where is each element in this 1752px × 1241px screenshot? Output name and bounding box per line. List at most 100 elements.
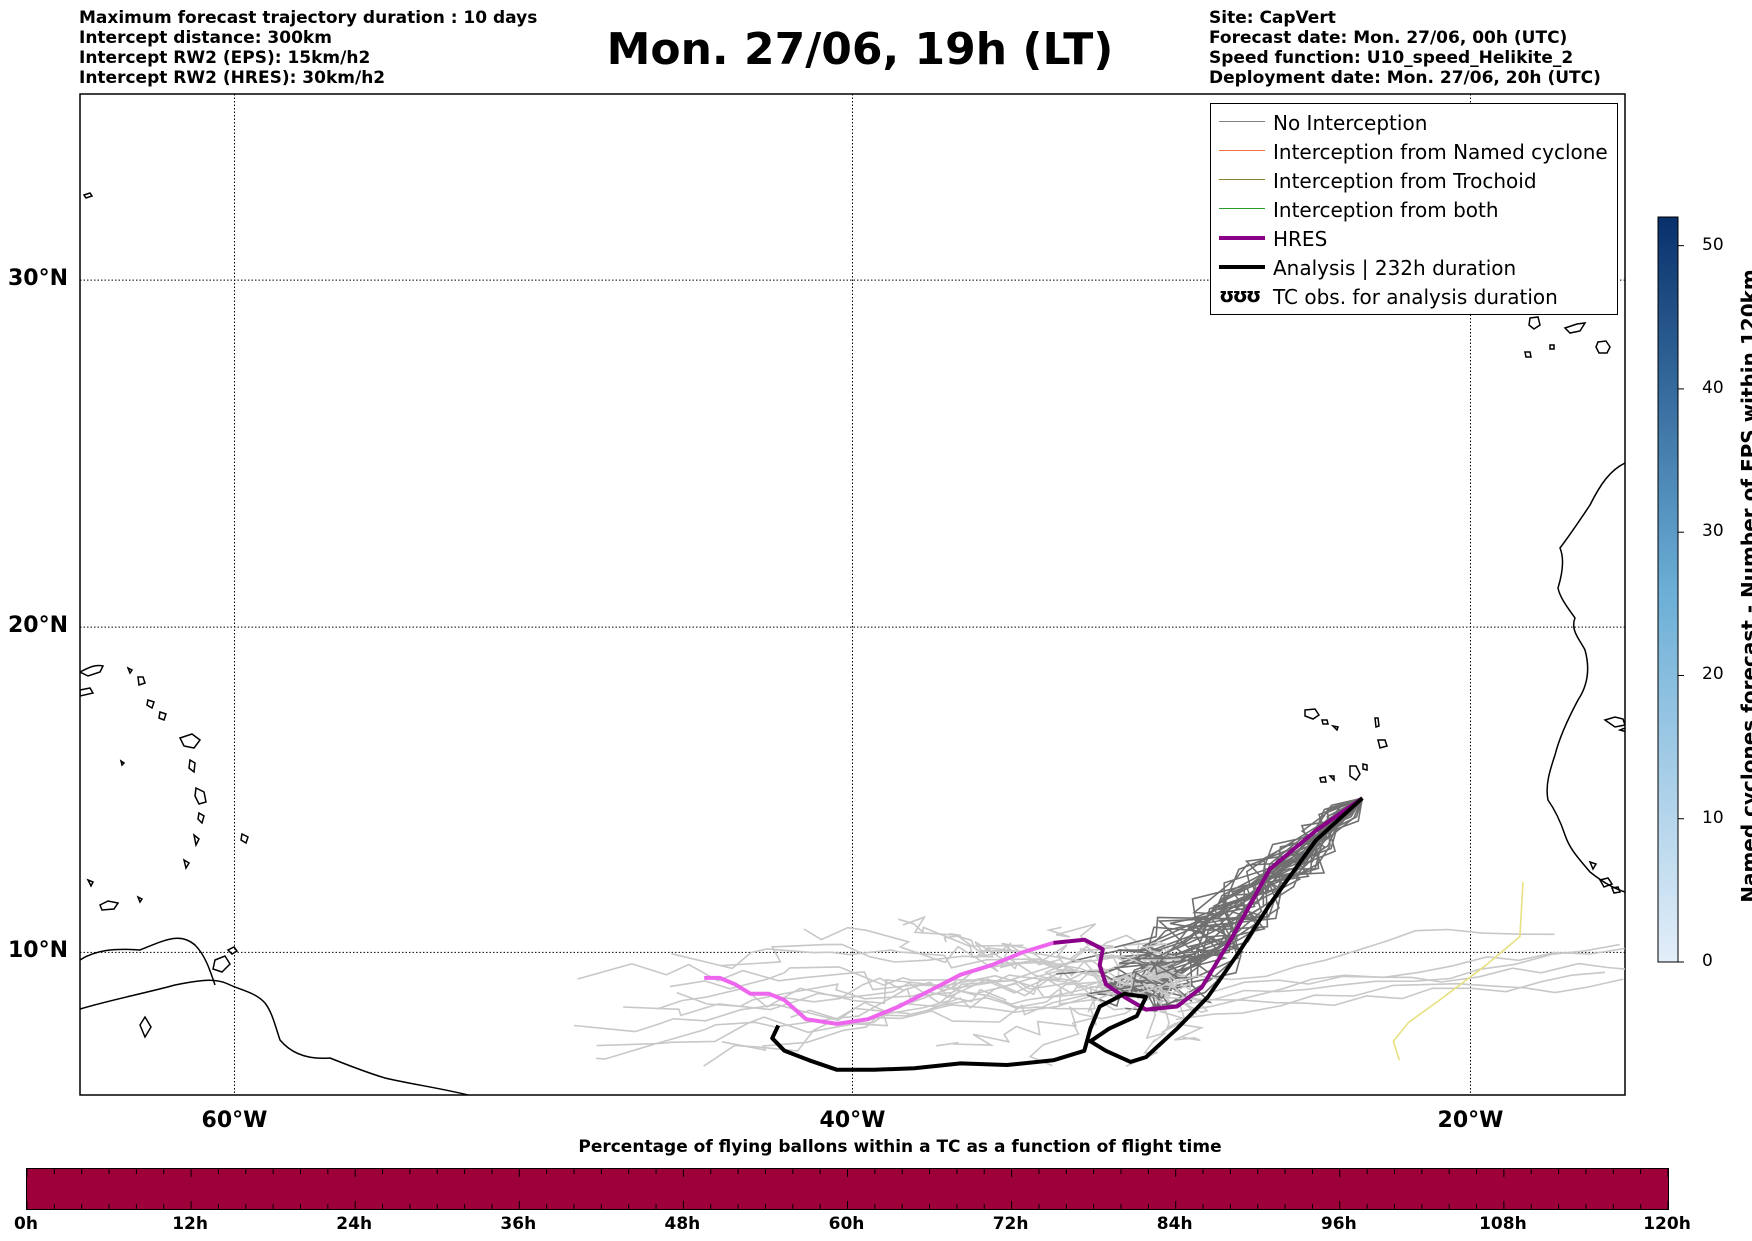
bar-tick-label: 12h xyxy=(172,1214,208,1234)
lon-label-20w: 20°W xyxy=(1437,1108,1504,1133)
ensemble-track-late xyxy=(577,962,1122,999)
island-la-gomera xyxy=(1524,344,1555,358)
ensemble-track-late xyxy=(720,943,1122,967)
ensemble-track-late xyxy=(1162,972,1209,1015)
ensemble-track-early xyxy=(1150,797,1363,972)
legend-swatch xyxy=(1219,208,1265,210)
island-aruba xyxy=(86,878,95,888)
bar-tick-label: 36h xyxy=(500,1214,537,1234)
colorbar-tick-label: 20 xyxy=(1702,664,1724,685)
bar-tick-label: 0h xyxy=(14,1214,38,1234)
max-duration-text: Maximum forecast trajectory duration : 1… xyxy=(79,8,538,28)
legend-label: No Interception xyxy=(1273,111,1428,135)
island-guadeloupe xyxy=(178,733,202,749)
island-cv-maio xyxy=(1362,763,1368,771)
ensemble-track-late xyxy=(790,980,1105,1020)
ensemble-track-late xyxy=(1045,923,1169,961)
island-lesser-3 xyxy=(158,711,167,721)
page-title: Mon. 27/06, 19h (LT) xyxy=(606,24,1114,75)
ensemble-track-late xyxy=(898,918,1133,988)
island-antigua xyxy=(119,759,126,767)
legend-label: HRES xyxy=(1273,227,1328,251)
bar-tick-label: 60h xyxy=(828,1214,865,1234)
island-cv-fogo xyxy=(1319,775,1335,783)
colorbar-gradient xyxy=(1657,216,1679,963)
deployment-date-text: Deployment date: Mon. 27/06, 20h (UTC) xyxy=(1209,68,1601,88)
island-st-vincent xyxy=(192,833,200,848)
island-virgin xyxy=(126,666,134,675)
ensemble-track-late xyxy=(596,946,1115,1060)
legend-item-hres: HRES xyxy=(1211,224,1617,253)
tc-obs-icon: ʊʊʊ xyxy=(1219,283,1261,307)
legend-label: TC obs. for analysis duration xyxy=(1273,285,1558,309)
island-curacao xyxy=(99,900,120,911)
coast-africa xyxy=(1546,462,1625,893)
bar-tick-label: 72h xyxy=(992,1214,1029,1234)
coast-orinoco xyxy=(139,1015,152,1039)
bar-tick-label: 84h xyxy=(1156,1214,1193,1234)
forecast-date-text: Forecast date: Mon. 27/06, 00h (UTC) xyxy=(1209,28,1568,48)
island-trinidad xyxy=(212,955,231,973)
legend-label: Interception from Trochoid xyxy=(1273,169,1537,193)
colorbar-tick-marks xyxy=(1678,245,1684,963)
colorbar-tick-label: 50 xyxy=(1702,234,1724,255)
island-barbados xyxy=(240,832,249,845)
bar-tick-label: 96h xyxy=(1320,1214,1357,1234)
island-hispaniola-hint xyxy=(82,192,94,199)
colorbar xyxy=(1657,216,1684,963)
legend-swatch xyxy=(1219,179,1265,181)
legend-swatch xyxy=(1219,121,1265,123)
intercept-eps-text: Intercept RW2 (EPS): 15km/h2 xyxy=(79,48,371,68)
island-cv-santiago xyxy=(1349,765,1361,782)
coast-africa-bijagos xyxy=(1588,860,1622,894)
legend-swatch xyxy=(1219,265,1265,269)
coast-venezuela xyxy=(80,937,216,986)
map-legend: No Interception Interception from Named … xyxy=(1210,103,1618,315)
island-fuerteventura xyxy=(1595,340,1611,354)
island-tobago xyxy=(226,946,239,955)
island-lesser-1 xyxy=(137,676,146,687)
lat-label-10n: 10°N xyxy=(8,938,69,964)
island-martinique xyxy=(194,786,207,805)
ensemble-track-late xyxy=(623,979,1090,1017)
flight-time-bar xyxy=(26,1168,1669,1210)
legend-item-tc-obs: ʊʊʊ TC obs. for analysis duration xyxy=(1211,282,1617,311)
ensemble-track-late xyxy=(1159,996,1205,1042)
bar-tick-label: 24h xyxy=(336,1214,373,1234)
island-lesser-2 xyxy=(146,699,155,710)
island-cv-boa-vista xyxy=(1377,739,1388,749)
ensemble-track-east xyxy=(1175,978,1624,1021)
bar-tick-label: 108h xyxy=(1479,1214,1527,1234)
lon-label-40w: 40°W xyxy=(819,1108,886,1133)
analysis-track xyxy=(770,796,1364,1072)
island-gran-canaria xyxy=(1528,316,1541,330)
flight-time-bar-ticks xyxy=(27,1169,1668,1209)
island-cv-sal xyxy=(1374,717,1380,729)
colorbar-tick-label: 40 xyxy=(1702,377,1724,398)
ensemble-track-early xyxy=(1114,797,1363,949)
ensemble-track-east xyxy=(1165,971,1605,1007)
coast-caribbean-top xyxy=(80,664,105,677)
ensemble-track-late xyxy=(976,942,1146,965)
colorbar-title: Named cyclones forecast - Number of EPS … xyxy=(1737,269,1752,903)
ensemble-track-east xyxy=(1178,943,1620,1006)
island-tortuga xyxy=(136,895,144,904)
colorbar-tick-label: 10 xyxy=(1702,807,1724,828)
colorbar-tick-label: 30 xyxy=(1702,521,1724,542)
legend-item-both: Interception from both xyxy=(1211,195,1617,224)
header-left-info: Maximum forecast trajectory duration : 1… xyxy=(79,8,537,88)
ensemble-track-east xyxy=(1137,928,1555,995)
island-grenada xyxy=(182,858,191,870)
legend-label: Interception from both xyxy=(1273,198,1499,222)
ensemble-track-late xyxy=(669,959,1116,990)
legend-swatch xyxy=(1219,236,1265,240)
legend-item-named-cyclone: Interception from Named cyclone xyxy=(1211,137,1617,166)
coastlines xyxy=(80,192,1625,1095)
lat-label-20n: 20°N xyxy=(8,613,69,639)
site-text: Site: CapVert xyxy=(1209,8,1336,28)
ensemble-track-late xyxy=(779,968,1114,1003)
bar-tick-label: 48h xyxy=(664,1214,701,1234)
intercept-distance-text: Intercept distance: 300km xyxy=(79,28,332,48)
lat-label-30n: 30°N xyxy=(8,266,69,292)
